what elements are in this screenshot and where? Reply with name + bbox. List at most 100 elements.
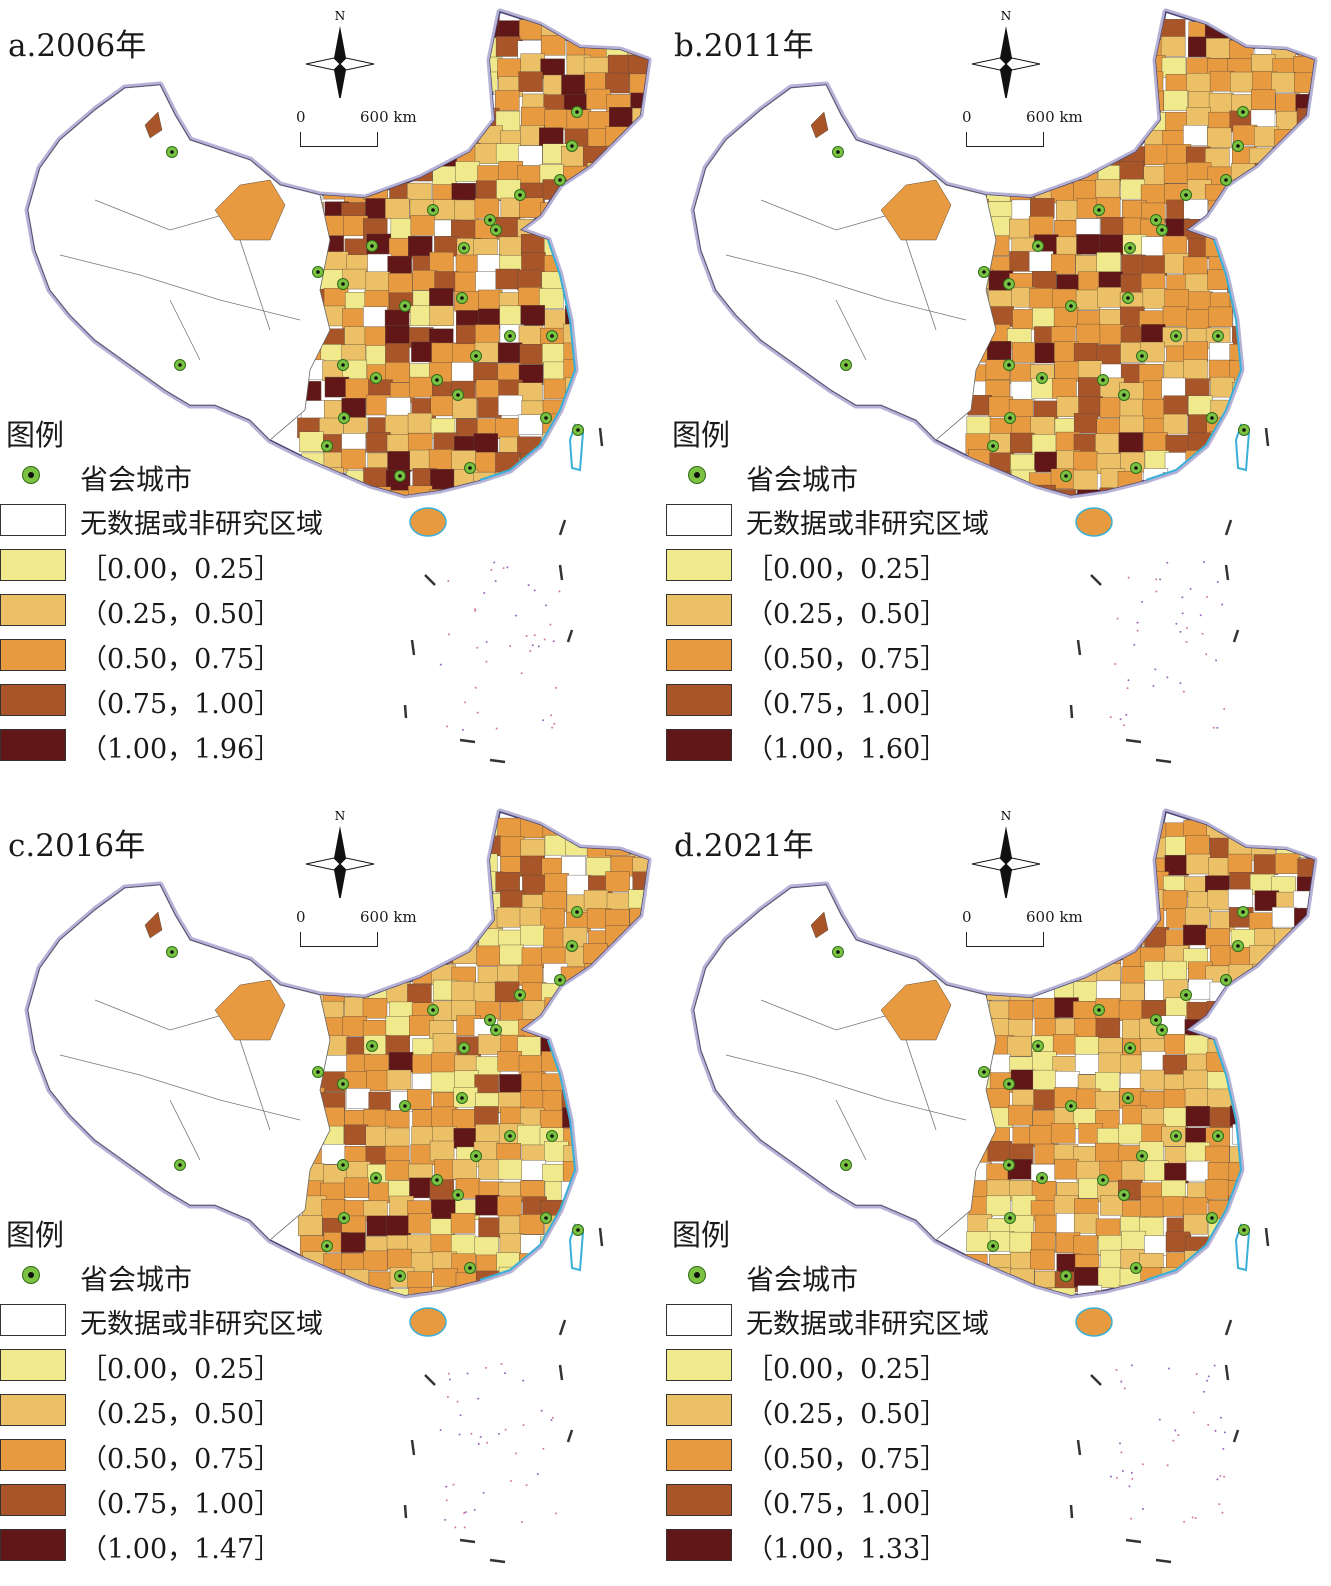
region-cell	[1275, 183, 1300, 205]
boundary-dash	[410, 639, 416, 656]
region-cell	[608, 984, 633, 1005]
region-cell	[1096, 980, 1121, 1002]
legend-label: （0.25，0.50］	[80, 599, 282, 630]
capital-city-dot	[431, 208, 435, 212]
region-cell	[628, 325, 648, 346]
region-cell	[1320, 437, 1331, 457]
south-needle	[1000, 864, 1012, 898]
region-cell	[1317, 1125, 1331, 1145]
region-cell	[1321, 234, 1331, 254]
west-needle	[305, 57, 341, 71]
region-cell	[451, 362, 476, 383]
region-cell	[473, 433, 499, 454]
region-cell	[1183, 1069, 1208, 1091]
east-needle	[1005, 57, 1041, 71]
region-cell	[344, 1177, 369, 1199]
region-cell	[1095, 1091, 1120, 1112]
north-arrow-icon: N	[971, 809, 1041, 898]
region-cell	[497, 1159, 523, 1180]
region-cell	[632, 961, 648, 983]
region-cell	[343, 1124, 369, 1146]
region-cell	[627, 472, 648, 494]
region-cell	[609, 490, 634, 495]
island-dot	[445, 1499, 448, 1502]
region-cell	[300, 962, 326, 983]
region-cell	[1248, 1086, 1274, 1108]
region-cell	[607, 306, 632, 327]
region-cell	[652, 273, 665, 293]
region-cell	[1296, 997, 1314, 1019]
region-cell	[455, 20, 480, 41]
region-cell	[408, 236, 433, 257]
region-cell	[499, 944, 524, 966]
region-cell	[1295, 822, 1314, 843]
legend-swatch	[0, 639, 66, 671]
region-cell	[586, 434, 611, 455]
region-cell	[1097, 858, 1123, 879]
region-cell	[630, 214, 648, 236]
province-boundary	[169, 299, 201, 361]
region-cell	[474, 1236, 500, 1258]
region-cell	[1099, 324, 1125, 345]
region-cell	[1227, 218, 1252, 239]
region-cell	[986, 979, 1011, 1001]
region-cell	[1227, 853, 1253, 875]
region-cell	[563, 1287, 589, 1295]
region-cell	[1051, 858, 1077, 879]
region-cell	[518, 414, 543, 435]
region-cell	[562, 1107, 587, 1128]
island-dot	[466, 1372, 469, 1375]
region-cell	[655, 1234, 665, 1254]
region-cell	[1276, 1200, 1301, 1221]
region-cell	[605, 1000, 630, 1021]
region-cell	[1271, 1071, 1296, 1093]
region-cell	[1052, 839, 1077, 861]
region-cell	[434, 816, 459, 838]
region-cell	[1077, 57, 1102, 78]
region-cell	[583, 325, 608, 346]
island-dot	[1131, 1477, 1134, 1480]
region-cell	[1143, 432, 1168, 453]
island-dot	[1177, 1434, 1180, 1437]
region-cell	[1276, 309, 1301, 330]
hainan-island	[1075, 507, 1113, 537]
legend-swatch	[666, 684, 732, 716]
region-cell	[1183, 924, 1208, 946]
region-cell	[1227, 236, 1253, 257]
region-cell	[965, 160, 990, 182]
region-cell	[584, 466, 610, 488]
island-dot	[1116, 617, 1119, 620]
region-cell	[605, 344, 630, 365]
region-cell	[1274, 1036, 1300, 1057]
region-cell	[452, 1159, 477, 1180]
region-cell	[1270, 16, 1296, 38]
region-cell	[585, 235, 611, 257]
region-cell	[1273, 1055, 1298, 1076]
region-cell	[519, 1288, 545, 1295]
region-cell	[561, 467, 586, 489]
region-cell	[407, 821, 433, 842]
capital-city-dot	[570, 944, 574, 948]
region-cell	[1074, 89, 1100, 110]
region-cell	[565, 1016, 590, 1038]
region-cell	[1316, 1161, 1331, 1181]
region-cell	[1207, 1162, 1233, 1183]
north-label: N	[1001, 809, 1012, 823]
region-cell	[477, 397, 502, 418]
region-cell	[1229, 17, 1254, 39]
capital-city-dot	[982, 1070, 986, 1074]
region-cell	[1294, 72, 1314, 94]
region-cell	[990, 963, 1015, 984]
region-cell	[608, 1232, 633, 1253]
region-cell	[1319, 323, 1331, 343]
capital-city-dot	[435, 1178, 439, 1182]
region-cell	[1073, 451, 1098, 472]
region-cell	[606, 1195, 632, 1216]
boundary-dash	[459, 1538, 476, 1544]
boundary-dash	[558, 564, 564, 581]
capital-city-dot	[456, 1193, 460, 1197]
region-cell	[345, 164, 371, 186]
legend-no-data: 无数据或非研究区域	[0, 1304, 380, 1340]
region-cell	[1316, 871, 1331, 891]
island-dot	[1126, 687, 1129, 690]
